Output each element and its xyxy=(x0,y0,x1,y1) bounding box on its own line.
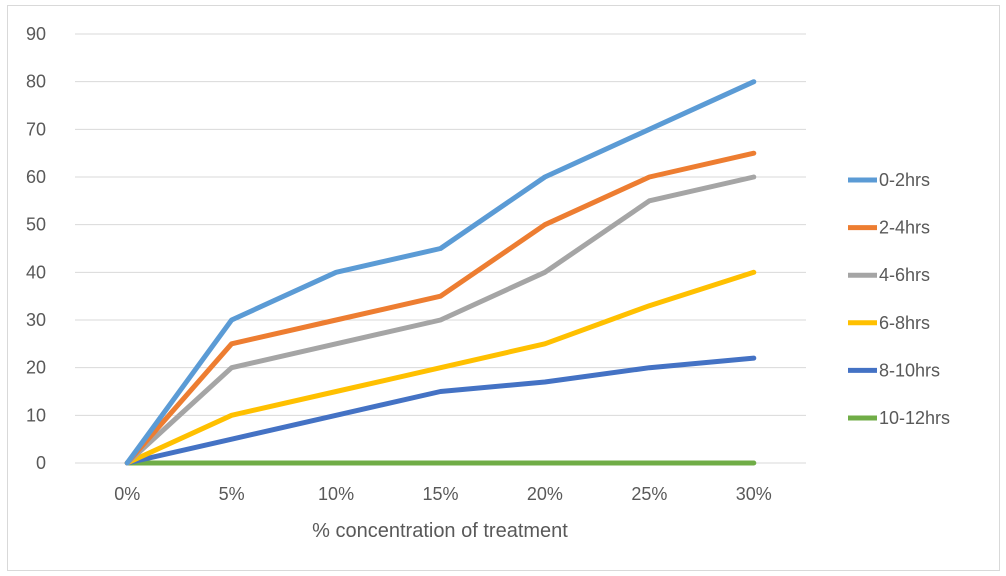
x-axis-ticks: 0% 5% 10% 15% 20% 25% 30% xyxy=(114,484,772,504)
y-tick-label: 40 xyxy=(26,262,46,282)
chart-frame xyxy=(7,5,1000,571)
series-lines xyxy=(124,79,757,466)
series-line-4-6hrs xyxy=(124,174,757,466)
series-line-2-4hrs xyxy=(124,150,757,466)
y-axis-ticks: 0 10 20 30 40 50 60 70 80 90 xyxy=(26,24,46,473)
legend-label: 4-6hrs xyxy=(879,265,930,285)
x-tick-label: 25% xyxy=(631,484,667,504)
x-tick-label: 0% xyxy=(114,484,140,504)
x-tick-label: 10% xyxy=(318,484,354,504)
y-tick-label: 70 xyxy=(26,119,46,139)
y-tick-label: 10 xyxy=(26,405,46,425)
y-tick-label: 30 xyxy=(26,310,46,330)
series-line-8-10hrs xyxy=(124,355,757,466)
legend-label: 0-2hrs xyxy=(879,170,930,190)
y-tick-label: 80 xyxy=(26,72,46,92)
x-axis-title: % concentration of treatment xyxy=(312,520,568,542)
x-tick-label: 20% xyxy=(527,484,563,504)
x-tick-label: 15% xyxy=(422,484,458,504)
y-tick-label: 0 xyxy=(36,453,46,473)
legend-label: 6-8hrs xyxy=(879,313,930,333)
y-tick-label: 50 xyxy=(26,215,46,235)
series-line-0-2hrs xyxy=(124,79,757,466)
x-tick-label: 30% xyxy=(736,484,772,504)
legend-label: 2-4hrs xyxy=(879,218,930,238)
legend-label: 10-12hrs xyxy=(879,408,950,428)
y-tick-label: 20 xyxy=(26,358,46,378)
legend-label: 8-10hrs xyxy=(879,360,940,380)
x-tick-label: 5% xyxy=(219,484,245,504)
series-line-6-8hrs xyxy=(124,269,757,466)
y-tick-label: 60 xyxy=(26,167,46,187)
y-tick-label: 90 xyxy=(26,24,46,44)
legend: 0-2hrs 2-4hrs 4-6hrs 6-8hrs 8-10hrs 10-12hrs xyxy=(848,170,950,428)
